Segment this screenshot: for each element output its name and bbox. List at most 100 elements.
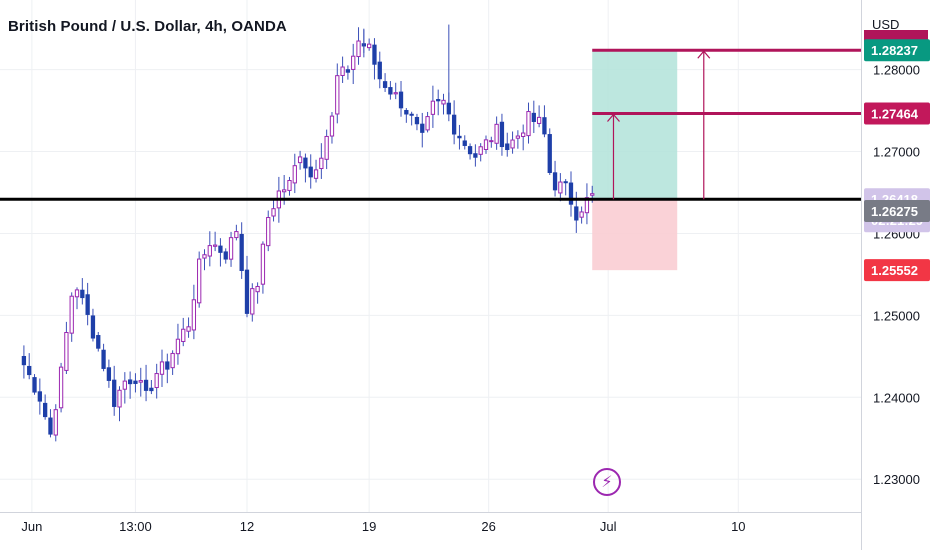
drawing-lines <box>0 48 861 201</box>
candle-body <box>191 299 197 331</box>
x-tick-label: 12 <box>240 519 254 534</box>
candle-body <box>335 75 340 115</box>
candle-body <box>37 391 42 402</box>
candle-body <box>563 181 568 184</box>
candle-body <box>149 387 154 392</box>
candle-body <box>489 140 494 143</box>
currency-label[interactable]: USD <box>872 17 900 32</box>
candle-body <box>377 61 382 80</box>
candle-body <box>112 379 117 407</box>
candle-body <box>558 181 563 194</box>
candle-body <box>53 409 58 436</box>
x-tick-label: 13:00 <box>119 519 152 534</box>
candle-body <box>260 243 266 285</box>
candle-body <box>584 197 590 214</box>
candle-body <box>398 91 404 109</box>
candle-body <box>74 289 80 298</box>
candle-body <box>96 335 101 349</box>
candle-body <box>218 245 223 253</box>
candle-body <box>536 116 542 124</box>
price-label-box <box>864 259 930 282</box>
candle-body <box>388 87 393 95</box>
candle-body <box>292 165 297 184</box>
candle-body <box>409 113 414 116</box>
candle-body <box>430 100 436 115</box>
candle-body <box>531 112 536 122</box>
arrow-head <box>697 50 711 59</box>
candle-body <box>212 244 218 247</box>
candle-body <box>324 135 329 160</box>
candle-body <box>181 328 186 342</box>
candle-body <box>457 135 462 139</box>
candle-body <box>154 373 159 389</box>
y-tick-label: 1.27000 <box>873 145 920 160</box>
y-tick-label: 1.24000 <box>873 390 920 405</box>
candle-body <box>329 115 335 137</box>
price-label-text: 1.28237 <box>871 43 918 58</box>
x-tick-label: Jul <box>600 519 617 534</box>
candle-body <box>313 169 319 179</box>
candle-body <box>244 269 250 314</box>
candle-body <box>159 361 165 375</box>
candle-body <box>574 206 579 221</box>
candle-body <box>21 355 27 366</box>
candle-body <box>515 135 521 139</box>
candle-body <box>271 208 276 217</box>
candle-body <box>367 43 372 49</box>
candle-body <box>255 285 260 293</box>
candle-body <box>234 231 239 239</box>
candle-body <box>345 69 351 73</box>
candle-body <box>372 44 377 65</box>
candle-body <box>27 365 32 376</box>
loss-zone <box>592 199 678 271</box>
price-label-box <box>864 199 930 222</box>
candle-body <box>478 146 483 155</box>
candle-body <box>505 143 510 151</box>
candle-body <box>393 92 398 95</box>
candle-body <box>467 146 473 155</box>
currency-backdrop <box>864 0 932 30</box>
candle-body <box>483 139 489 151</box>
candle-body <box>420 123 425 133</box>
candle-body <box>473 153 478 158</box>
candle-body <box>462 140 467 146</box>
candle-body <box>48 417 53 435</box>
lightning-icon[interactable]: ⚡ <box>593 468 621 496</box>
candle-body <box>69 295 74 334</box>
candle-body <box>436 99 441 102</box>
price-label-text: 1.26275 <box>871 204 918 219</box>
candle-body <box>382 81 388 88</box>
candle-body <box>101 349 106 369</box>
candle-body <box>170 352 175 369</box>
candle-body <box>542 117 547 135</box>
candle-body <box>441 99 446 105</box>
price-label-text: 1.25552 <box>871 263 918 278</box>
candle-body <box>494 123 499 144</box>
candle-body <box>138 380 143 383</box>
candle-body <box>186 326 191 332</box>
price-label-box <box>864 39 930 62</box>
candle-body <box>106 367 112 381</box>
arrow-head <box>607 113 620 122</box>
price-label-box <box>864 102 930 125</box>
candle-body <box>175 338 181 355</box>
candle-body <box>58 366 64 409</box>
candle-body <box>197 258 202 304</box>
candle-body <box>319 157 324 170</box>
candle-body <box>308 166 313 178</box>
price-labels: 1.282371.274641.2641802:21:291.262751.25… <box>864 0 932 282</box>
x-tick-label: Jun <box>21 519 42 534</box>
candle-body <box>446 102 451 115</box>
x-tick-label: 10 <box>731 519 745 534</box>
candle-body <box>590 193 595 196</box>
candle-body <box>250 288 255 315</box>
y-tick-label: 1.25000 <box>873 308 920 323</box>
candle-body <box>165 361 170 370</box>
candle-body <box>143 379 149 391</box>
candle-body <box>579 211 584 218</box>
candle-body <box>425 116 430 131</box>
candle-body <box>521 132 526 137</box>
profit-zone <box>592 50 678 200</box>
